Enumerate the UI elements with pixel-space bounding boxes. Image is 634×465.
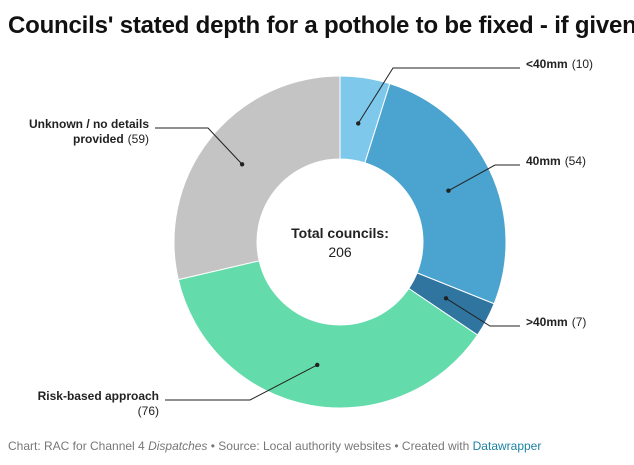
center-label: Total councils:: [291, 225, 389, 241]
slice-label-unknown-no-details-provided: Unknown / no details provided (59): [29, 117, 149, 146]
slice-label-40mm: >40mm (7): [526, 315, 586, 329]
slice-value-40mm: (7): [572, 315, 587, 329]
footer-middle: • Source: Local authority websites • Cre…: [207, 439, 473, 453]
donut-hole: [257, 159, 423, 325]
leader-dot-40mm: [356, 121, 361, 126]
leader-line-40mm: [445, 297, 520, 327]
slice-value-risk-based-approach: (76): [138, 404, 159, 418]
slice-unknown-no-details-provided: [173, 75, 341, 281]
slice-label-40mm: 40mm (54): [526, 154, 586, 168]
leader-line-risk-based-approach: [165, 364, 318, 401]
leader-dot-40mm: [446, 188, 451, 193]
slice-value-unknown-no-details-provided: (59): [128, 132, 149, 146]
slice-value-40mm: (54): [565, 154, 586, 168]
datawrapper-link[interactable]: Datawrapper: [472, 439, 542, 453]
leader-dot-risk-based-approach: [315, 362, 320, 368]
leader-dot-unknown-no-details-provided: [239, 162, 245, 167]
center-value: 206: [328, 244, 352, 260]
slice-label-risk-based-approach: Risk-based approach (76): [38, 389, 159, 418]
chart-title: Councils' stated depth for a pothole to …: [8, 12, 634, 39]
leader-line-unknown-no-details-provided: [155, 127, 243, 165]
slice-label-40mm: <40mm (10): [526, 57, 593, 71]
footer-prefix: Chart: RAC for Channel 4: [8, 439, 149, 453]
slice-value-40mm: (10): [572, 57, 593, 71]
footer-italic: Dispatches: [148, 439, 208, 453]
leader-dot-40mm: [443, 296, 449, 301]
leader-line-40mm: [357, 67, 520, 124]
chart-footer: Chart: RAC for Channel 4 Dispatches • So…: [8, 439, 541, 453]
leader-line-40mm: [448, 164, 520, 192]
